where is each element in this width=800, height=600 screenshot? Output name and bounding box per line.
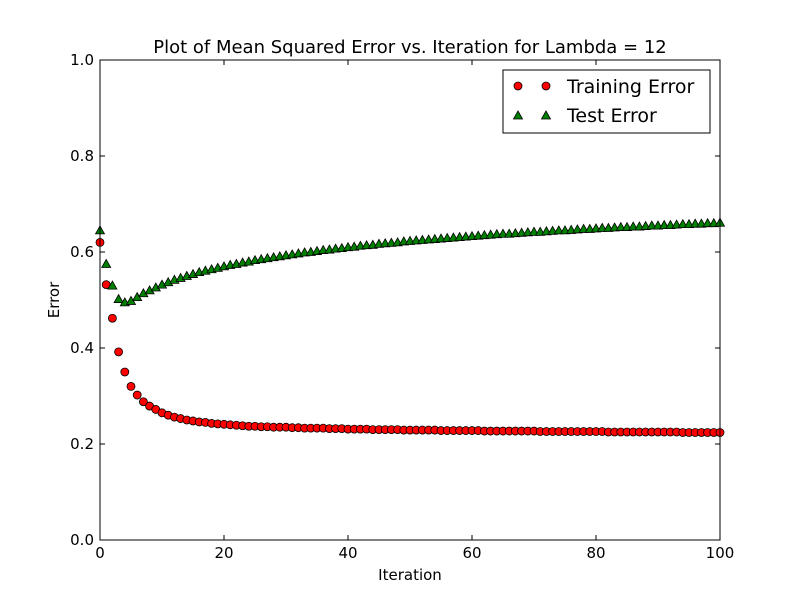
legend-marker-training-2 (541, 81, 551, 91)
test-error-point (615, 221, 626, 231)
x-tick-label: 60 (462, 544, 481, 562)
training-error-point (132, 390, 142, 400)
y-tick-label: 0.8 (70, 147, 94, 165)
y-tick-label: 1.0 (70, 51, 94, 69)
x-tick-label: 100 (706, 544, 735, 562)
test-error-point (659, 219, 670, 230)
series-test-error (94, 217, 726, 307)
legend: Training Error Test Error (502, 69, 711, 134)
training-error-point (138, 397, 148, 407)
test-error-point (646, 220, 657, 230)
x-tick-label: 20 (214, 544, 233, 562)
legend-marker-test-1 (512, 110, 524, 120)
data-points (94, 217, 726, 437)
test-error-point (628, 221, 639, 231)
test-error-point (702, 217, 713, 228)
legend-label-training: Training Error (566, 76, 695, 98)
training-error-point (120, 367, 130, 377)
chart-title: Plot of Mean Squared Error vs. Iteration… (153, 37, 667, 58)
test-error-point (497, 228, 509, 238)
test-error-point (113, 293, 124, 303)
test-error-point (677, 218, 688, 229)
test-error-point (553, 225, 564, 235)
axis-ticks: 0 20 40 60 80 100 0.0 0.2 0.4 0.6 0.8 1.0 (70, 51, 734, 562)
x-axis-label: Iteration (378, 566, 442, 584)
test-error-point (578, 223, 589, 233)
y-axis-label: Error (45, 281, 63, 318)
x-tick-label: 0 (95, 544, 105, 562)
training-error-point (108, 313, 117, 323)
test-error-point (690, 218, 701, 228)
legend-marker-test-2 (540, 110, 552, 120)
training-error-point (126, 381, 136, 391)
test-error-point (107, 280, 118, 290)
y-tick-label: 0.2 (70, 435, 94, 453)
training-error-point (114, 347, 123, 357)
series-training-error (95, 237, 725, 437)
legend-marker-training-1 (513, 81, 523, 91)
legend-label-test: Test Error (566, 105, 657, 127)
plot-frame (99, 59, 721, 541)
test-error-point (597, 222, 608, 232)
legend-box (502, 69, 711, 134)
y-tick-label: 0.0 (70, 531, 94, 549)
test-error-point (101, 258, 112, 268)
test-error-point (528, 226, 540, 236)
y-tick-label: 0.4 (70, 339, 94, 357)
x-tick-label: 40 (338, 544, 357, 562)
y-tick-label: 0.6 (70, 243, 94, 261)
x-tick-label: 80 (586, 544, 605, 562)
